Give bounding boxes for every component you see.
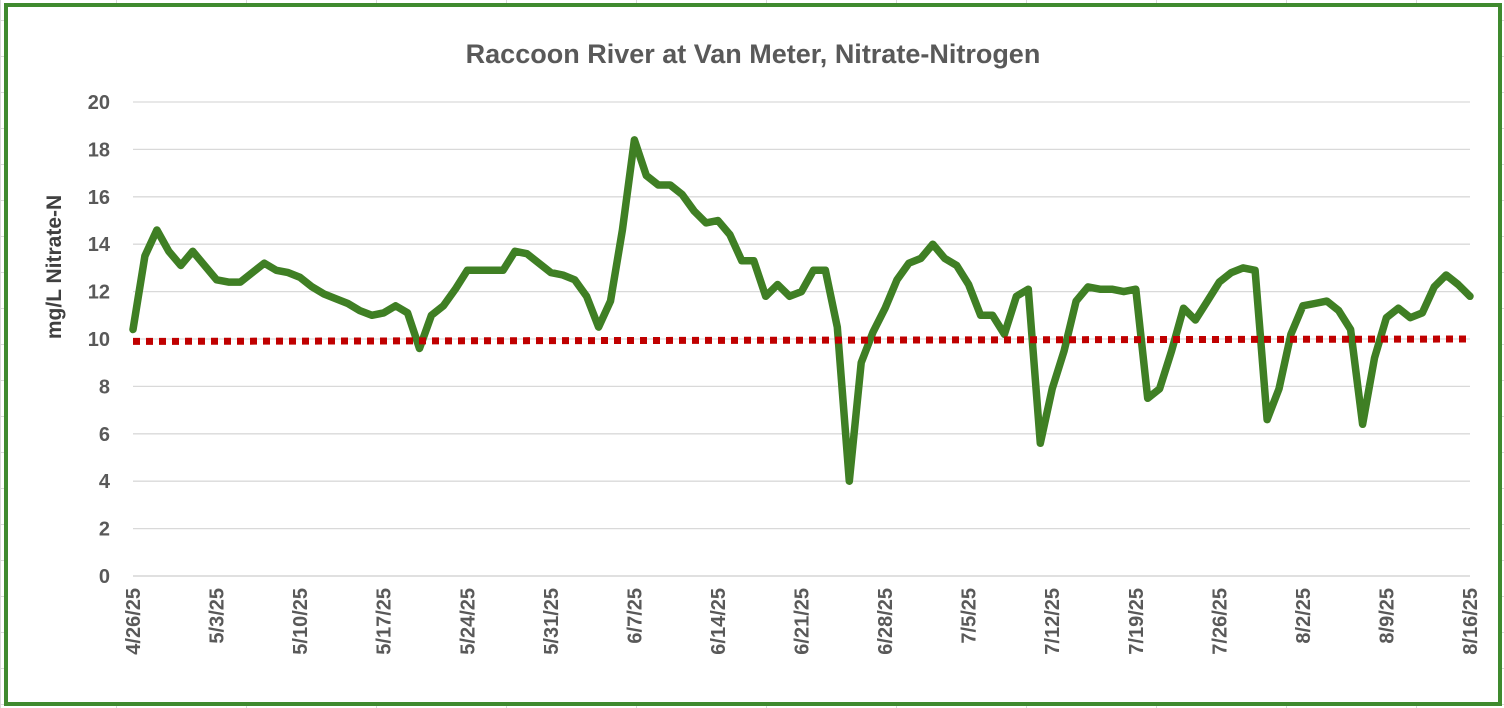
y-tick-label: 4 xyxy=(99,471,111,493)
x-tick-label: 5/31/25 xyxy=(541,588,563,655)
x-axis-tick-labels: 4/26/25 5/3/25 5/10/25 5/17/25 5/24/25 5/31/2… xyxy=(123,588,1482,655)
y-tick-label: 0 xyxy=(99,566,110,588)
x-tick-label: 8/16/25 xyxy=(1460,588,1482,655)
x-tick-label: 5/17/25 xyxy=(374,588,396,655)
x-tick-label: 7/12/25 xyxy=(1042,588,1064,655)
series-layer xyxy=(129,136,1474,485)
x-tick-label: 6/21/25 xyxy=(792,588,814,655)
x-tick-label: 8/9/25 xyxy=(1376,588,1398,644)
line-chart: Raccoon River at Van Meter, Nitrate-Nitr… xyxy=(43,39,1482,655)
x-tick-label: 6/7/25 xyxy=(624,588,646,644)
x-tick-label: 7/19/25 xyxy=(1126,588,1148,655)
x-tick-label: 5/24/25 xyxy=(457,588,479,655)
y-axis-tick-labels: 0 2 4 6 8 10 12 14 16 18 20 xyxy=(88,92,111,588)
y-tick-label: 20 xyxy=(88,92,110,114)
x-tick-label: 6/14/25 xyxy=(708,588,730,655)
x-tick-label: 5/10/25 xyxy=(290,588,312,655)
chart-container[interactable]: Raccoon River at Van Meter, Nitrate-Nitr… xyxy=(4,3,1502,706)
x-tick-label: 6/28/25 xyxy=(875,588,897,655)
y-tick-label: 2 xyxy=(99,519,110,541)
y-tick-label: 12 xyxy=(88,282,110,304)
x-tick-label: 8/2/25 xyxy=(1293,588,1315,644)
y-axis-label: mg/L Nitrate-N xyxy=(43,195,66,339)
y-tick-label: 10 xyxy=(88,329,110,351)
y-tick-label: 8 xyxy=(99,376,110,398)
y-tick-label: 14 xyxy=(88,234,111,256)
x-tick-label: 7/26/25 xyxy=(1209,588,1231,655)
chart-title: Raccoon River at Van Meter, Nitrate-Nitr… xyxy=(466,39,1041,69)
y-tick-label: 16 xyxy=(88,187,110,209)
y-tick-label: 18 xyxy=(88,139,110,161)
threshold-series-line xyxy=(132,335,1471,345)
x-tick-label: 7/5/25 xyxy=(959,588,981,644)
y-tick-label: 6 xyxy=(99,424,110,446)
x-tick-label: 5/3/25 xyxy=(207,588,229,644)
nitrate-series-line xyxy=(129,136,1474,485)
x-tick-label: 4/26/25 xyxy=(123,588,145,655)
